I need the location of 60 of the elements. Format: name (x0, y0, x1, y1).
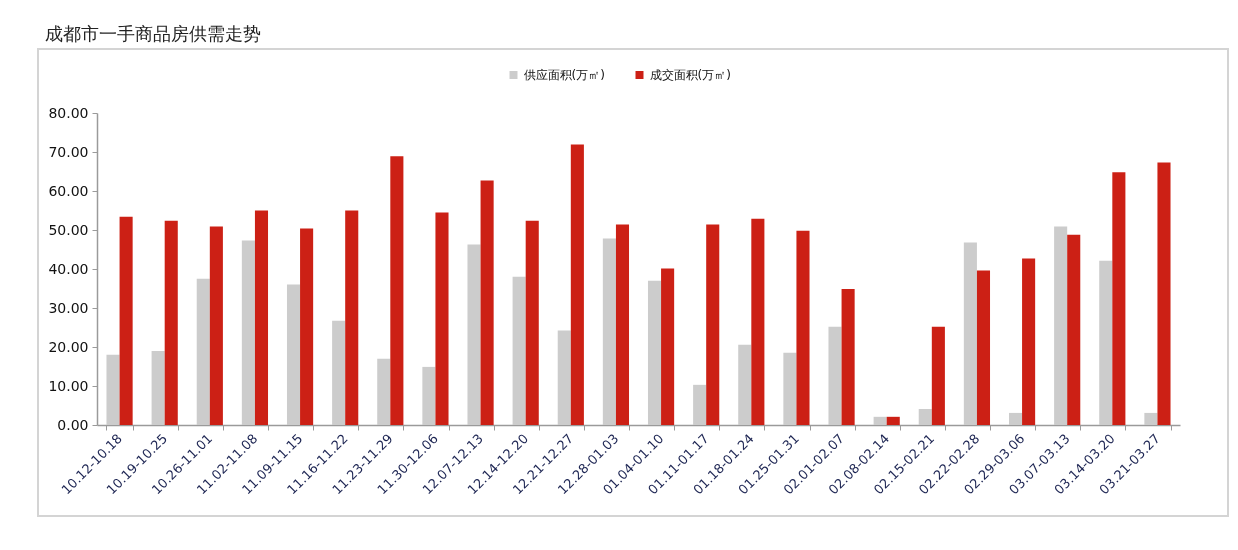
y-tick-label: 80.00 (48, 104, 89, 121)
bar (918, 409, 932, 425)
y-tick-label: 20.00 (48, 338, 89, 355)
bar (480, 180, 494, 425)
bar (931, 326, 945, 425)
bar (254, 210, 269, 425)
bar (164, 220, 178, 425)
bar (151, 350, 165, 425)
bar (377, 358, 391, 425)
y-tick-label: 0.00 (57, 416, 89, 433)
y-tick-label: 60.00 (48, 182, 89, 199)
bar (873, 416, 887, 425)
bar (963, 242, 977, 425)
bar (1008, 412, 1023, 425)
bar (615, 224, 630, 425)
bar (300, 228, 314, 425)
bar (286, 284, 301, 425)
bar (435, 212, 449, 425)
bar (661, 268, 675, 425)
bar (828, 326, 842, 425)
legend-label: 供应面积(万㎡) (523, 68, 605, 82)
bar (1022, 258, 1036, 425)
bar (570, 144, 584, 425)
legend-label: 成交面积(万㎡) (649, 68, 731, 82)
bar (647, 280, 662, 425)
bar (525, 220, 539, 425)
bar (106, 354, 120, 425)
bar (1157, 162, 1171, 425)
bar (1099, 260, 1113, 425)
bar (512, 276, 526, 425)
bar (209, 226, 223, 425)
bar (422, 366, 436, 425)
bar (1144, 412, 1158, 425)
bar (119, 216, 133, 425)
bar (738, 344, 752, 425)
bar (345, 210, 359, 425)
bar (332, 320, 346, 425)
bar (976, 270, 991, 425)
y-tick-label: 40.00 (48, 260, 89, 277)
bar (841, 288, 855, 425)
bar (557, 330, 571, 425)
bar (1067, 234, 1081, 425)
bar (693, 384, 707, 425)
bar (602, 238, 616, 425)
y-tick-label: 50.00 (48, 221, 89, 238)
y-tick-label: 30.00 (48, 299, 89, 316)
bar (390, 156, 404, 425)
bar (886, 416, 900, 425)
bar (796, 230, 810, 425)
bar (196, 278, 210, 425)
bar (1054, 226, 1068, 425)
bar (706, 224, 720, 425)
bar (783, 352, 797, 425)
bar (241, 240, 255, 425)
bar (751, 218, 765, 425)
chart-title: 成都市一手商品房供需走势 (45, 22, 261, 46)
y-tick-label: 10.00 (48, 377, 89, 394)
bar (1112, 172, 1126, 425)
bar (467, 244, 481, 425)
y-tick-label: 70.00 (48, 143, 89, 160)
